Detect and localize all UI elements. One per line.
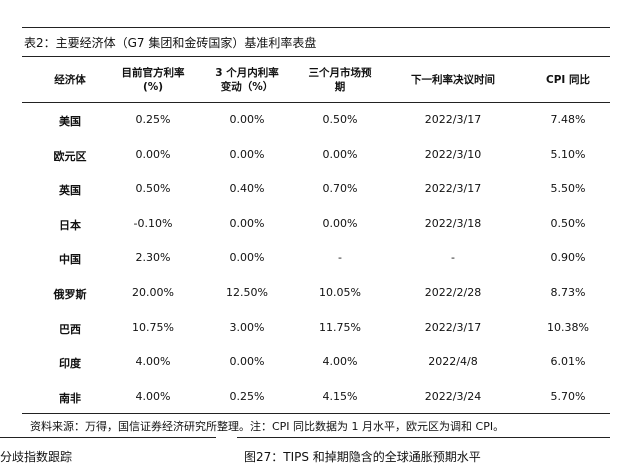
table-cell: 0.90% — [550, 251, 586, 265]
rule — [0, 437, 216, 438]
table-cell: 2022/3/10 — [424, 147, 482, 161]
table-cell: 0.00% — [229, 147, 265, 161]
table-cell: 俄罗斯 — [53, 288, 87, 301]
rule — [22, 102, 610, 103]
table-cell: 2022/4/8 — [428, 355, 478, 369]
table-cell: 0.25% — [229, 389, 265, 403]
left-caption: 分歧指数跟踪 — [0, 450, 73, 464]
table-cell: 12.50% — [226, 286, 268, 299]
table-cell: 2022/2/28 — [424, 286, 482, 299]
table-cell: 0.00% — [229, 251, 265, 265]
rule — [22, 56, 610, 57]
table-cell: 0.50% — [135, 182, 171, 196]
table-cell: 7.48% — [550, 113, 586, 126]
table-cell: 5.70% — [550, 389, 586, 403]
right-caption: 图27：TIPS 和掉期隐含的全球通胀预期水平 — [244, 450, 481, 464]
table-cell: 0.25% — [135, 113, 171, 126]
table-cell: 0.70% — [322, 182, 358, 196]
header-cell: 三个月市场预 — [308, 67, 372, 79]
table-cell: 6.01% — [550, 355, 586, 369]
table-cell: 2022/3/24 — [424, 389, 482, 403]
table-cell: 0.40% — [229, 182, 265, 196]
table-cell: 4.00% — [135, 389, 171, 403]
table-cell: 0.00% — [135, 147, 171, 161]
header-cell: 期 — [334, 81, 346, 93]
table-cell: 0.00% — [229, 355, 265, 369]
table-cell: 0.00% — [322, 147, 358, 161]
table-cell: 10.38% — [547, 320, 589, 334]
table-cell: 4.00% — [322, 355, 358, 369]
table-cell: 5.10% — [550, 147, 586, 161]
table-cell: 巴西 — [59, 322, 81, 336]
table-cell: -0.10% — [133, 216, 173, 230]
table-cell: 3.00% — [229, 320, 265, 334]
table-cell: 5.50% — [550, 182, 586, 196]
header-cell: 经济体 — [54, 74, 86, 86]
header-cell: 3 个月内利率 — [215, 67, 279, 79]
table-cell: 10.75% — [132, 320, 174, 334]
table-cell: 0.00% — [322, 216, 358, 230]
table-cell: - — [451, 251, 455, 265]
table-cell: 2022/3/17 — [424, 113, 482, 126]
table-cell: 英国 — [59, 184, 81, 198]
header-cell: 下一利率决议时间 — [411, 74, 495, 86]
header-cell: 变动（%） — [220, 81, 274, 93]
rule — [237, 437, 610, 438]
table-cell: 0.50% — [322, 113, 358, 126]
table-cell: 10.05% — [319, 286, 361, 299]
table-cell: 0.00% — [229, 216, 265, 230]
table-cell: 4.15% — [322, 389, 358, 403]
table-cell: 8.73% — [550, 286, 586, 299]
header-cell: (%) — [142, 81, 164, 93]
table-cell: 0.00% — [229, 113, 265, 126]
table-cell: 美国 — [59, 115, 81, 128]
table-cell: 2022/3/18 — [424, 216, 482, 230]
header-cell: CPI 同比 — [546, 74, 590, 86]
table-cell: 11.75% — [319, 320, 361, 334]
table-cell: 2022/3/17 — [424, 182, 482, 196]
rule — [22, 27, 610, 28]
table-cell: 欧元区 — [53, 149, 87, 163]
header-cell: 目前官方利率 — [121, 67, 185, 79]
table-cell: 2.30% — [135, 251, 171, 265]
table-cell: 0.50% — [550, 216, 586, 230]
table-title: 表2：主要经济体（G7 集团和金砖国家）基准利率表盘 — [24, 36, 317, 50]
source-note: 资料来源：万得，国信证券经济研究所整理。注：CPI 同比数据为 1 月水平，欧元… — [30, 420, 505, 433]
table-cell: 日本 — [59, 218, 81, 232]
table-cell: - — [338, 251, 342, 265]
rule — [22, 413, 610, 414]
table-cell: 4.00% — [135, 355, 171, 369]
table-cell: 南非 — [59, 391, 81, 405]
table-cell: 2022/3/17 — [424, 320, 482, 334]
table-cell: 印度 — [59, 357, 81, 371]
table-cell: 20.00% — [132, 286, 174, 299]
table-cell: 中国 — [59, 253, 81, 267]
